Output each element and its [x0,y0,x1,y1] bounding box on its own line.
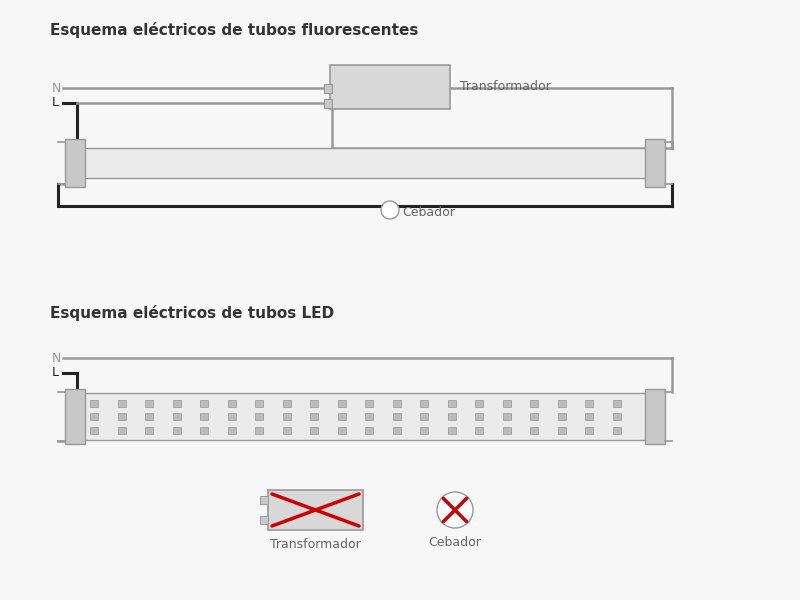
Bar [558,427,566,433]
Bar [282,427,290,433]
Bar [613,400,621,407]
Bar [613,427,621,433]
Bar [393,413,401,420]
Text: Transformador: Transformador [460,80,550,94]
Bar [585,413,593,420]
Bar [393,400,401,407]
Bar [475,400,483,407]
Bar [338,400,346,407]
Bar [338,413,346,420]
Bar [282,400,290,407]
Bar [420,427,428,433]
Bar [447,413,455,420]
Bar [282,413,290,420]
Bar [227,413,235,420]
Bar [260,516,268,524]
Bar [393,427,401,433]
Bar [475,413,483,420]
Text: Cebador: Cebador [402,205,455,218]
Text: L: L [52,97,59,109]
Bar [310,413,318,420]
Bar [200,400,208,407]
Bar [530,413,538,420]
Text: N: N [52,352,62,364]
Bar [268,490,363,530]
Bar [365,400,373,407]
Bar [173,413,181,420]
Bar [118,413,126,420]
Bar [324,83,332,92]
Bar [585,427,593,433]
Bar [338,427,346,433]
Bar [200,427,208,433]
Bar [227,400,235,407]
Bar [420,413,428,420]
Bar [255,427,263,433]
Bar [310,427,318,433]
Bar [645,389,665,444]
Bar [530,400,538,407]
Bar [502,413,510,420]
Bar [90,413,98,420]
Bar [255,413,263,420]
Text: L: L [52,367,59,379]
Bar [200,413,208,420]
Bar [613,413,621,420]
Text: Transformador: Transformador [270,538,361,551]
Bar [145,413,153,420]
Bar [260,496,268,504]
Bar [475,427,483,433]
Text: Cebador: Cebador [429,536,482,549]
Bar [85,393,645,440]
Bar [118,427,126,433]
Bar [585,400,593,407]
Bar [324,98,332,107]
Bar [90,427,98,433]
Bar [447,427,455,433]
Text: Esquema eléctricos de tubos fluorescentes: Esquema eléctricos de tubos fluorescente… [50,22,418,38]
Bar [365,413,373,420]
Bar [420,400,428,407]
Bar [530,427,538,433]
Bar [65,389,85,444]
Bar [173,400,181,407]
Bar [227,427,235,433]
Bar [447,400,455,407]
Bar [118,400,126,407]
Bar [145,400,153,407]
Bar [558,413,566,420]
Bar [255,400,263,407]
Circle shape [437,492,473,528]
Bar [310,400,318,407]
Bar [330,65,450,109]
Bar [558,400,566,407]
Circle shape [381,201,399,219]
Bar [645,139,665,187]
Bar [173,427,181,433]
Bar [90,400,98,407]
Text: Esquema eléctricos de tubos LED: Esquema eléctricos de tubos LED [50,305,334,321]
Bar [502,427,510,433]
Bar [65,139,85,187]
Bar [85,148,645,178]
Bar [502,400,510,407]
Bar [365,427,373,433]
Text: N: N [52,82,62,94]
Bar [145,427,153,433]
